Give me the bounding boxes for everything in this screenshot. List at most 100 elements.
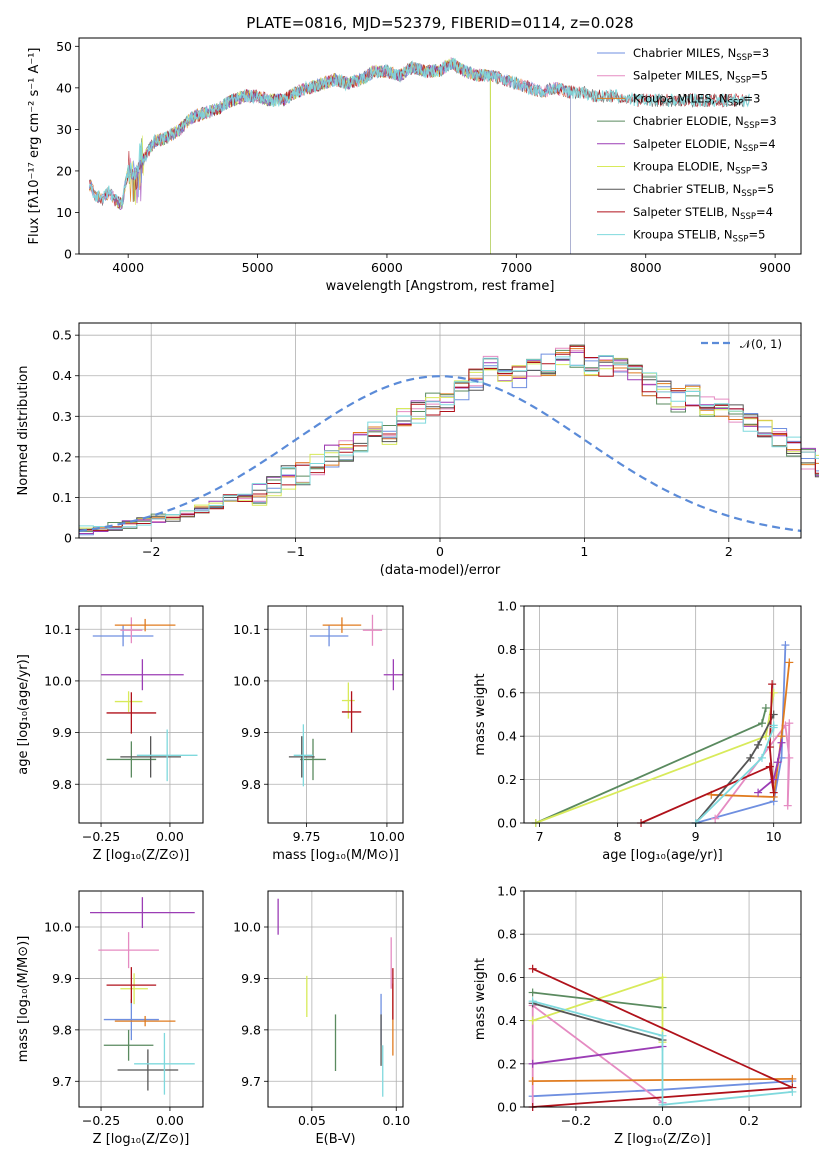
y-tick-label: 50 <box>56 39 72 54</box>
y-tick-label: 9.8 <box>241 777 261 792</box>
x-tick-label: −0.25 <box>82 1113 120 1128</box>
x-tick-label: 8 <box>614 829 622 844</box>
x-tick-label: 1 <box>580 544 588 559</box>
y-axis-label: age [log₁₀(age/yr)] <box>16 654 31 775</box>
weight-series-line <box>532 991 663 1009</box>
x-tick-label: 0.00 <box>156 829 184 844</box>
weight-series-line <box>757 742 783 794</box>
mass-vs-metallicity-panel: −0.25 0.00 9.7 9.8 9.9 10.0 Z [log₁₀(Z/Z⊙)] mas… <box>16 890 204 1147</box>
y-tick-label: 0.6 <box>497 970 517 985</box>
x-tick-label: 0 <box>436 544 444 559</box>
y-axis-label: Normed distribution <box>16 366 31 496</box>
x-axis-label: E(B-V) <box>315 1132 355 1147</box>
legend-label: 𝒩(0, 1) <box>740 337 782 351</box>
y-tick-label: 0.1 <box>52 490 72 505</box>
y-axis-label: Flux [fλ10⁻¹⁷ erg cm⁻² s⁻¹ A⁻¹] <box>27 48 42 245</box>
plot-frame <box>78 37 802 255</box>
y-tick-label: 0.3 <box>52 409 72 424</box>
y-tick-label: 0.4 <box>497 729 517 744</box>
y-tick-label: 9.8 <box>241 1022 261 1037</box>
y-tick-label: 20 <box>56 163 72 178</box>
legend-label: Salpeter STELIB, NSSP=4 <box>633 205 773 222</box>
histogram-series <box>78 351 819 535</box>
mass-vs-extinction-panel: 0.05 0.10 9.7 9.8 9.9 10.0 E(B-V) <box>233 890 410 1147</box>
plot-frame <box>78 890 204 1108</box>
spectrum-series-line <box>89 58 571 254</box>
y-tick-label: 0.5 <box>52 328 72 343</box>
y-tick-label: 0 <box>64 531 72 546</box>
y-tick-label: 0.0 <box>497 816 517 831</box>
y-tick-label: 0.6 <box>497 685 517 700</box>
x-tick-label: 7000 <box>500 260 532 275</box>
y-tick-label: 9.7 <box>241 1074 261 1089</box>
weight-series-line <box>532 1000 793 1106</box>
y-tick-label: 9.7 <box>52 1074 72 1089</box>
residual-histogram-panel: −2 −1 0 1 2 0 0.1 0.2 0.3 0.4 0.5 (data-model)/erro… <box>16 322 819 578</box>
x-axis-label: Z [log₁₀(Z/Z⊙)] <box>93 848 190 863</box>
y-tick-label: 0 <box>64 247 72 262</box>
weight-series-line <box>714 723 791 820</box>
x-tick-label: 0.00 <box>156 1113 184 1128</box>
y-axis-label: mass [log₁₀(M/M⊙)] <box>16 936 31 1063</box>
x-tick-label: 10.00 <box>369 829 405 844</box>
y-tick-label: 40 <box>56 80 72 95</box>
weight-series-line <box>532 976 664 1043</box>
y-tick-label: 10 <box>56 205 72 220</box>
normal-reference-curve <box>78 375 802 532</box>
y-tick-label: 10.0 <box>233 673 261 688</box>
weight-series-line <box>711 662 791 798</box>
legend-label: Chabrier MILES, NSSP=3 <box>633 46 769 63</box>
y-tick-label: 0.2 <box>497 772 517 787</box>
spectrum-legend: Chabrier MILES, NSSP=3 Salpeter MILES, NS… <box>597 46 777 245</box>
legend-label: Kroupa ELODIE, NSSP=3 <box>633 160 768 177</box>
x-tick-label: −1 <box>286 544 304 559</box>
histogram-series <box>78 344 819 531</box>
plot-frame <box>523 605 802 824</box>
histogram-series <box>78 345 819 531</box>
y-tick-label: 30 <box>56 122 72 137</box>
x-tick-label: 2 <box>725 544 733 559</box>
x-tick-label: 9000 <box>759 260 791 275</box>
legend-label: Kroupa STELIB, NSSP=5 <box>633 228 765 245</box>
x-tick-label: 0.2 <box>739 1113 759 1128</box>
weight-vs-age-panel: 7 8 9 10 0.0 0.2 0.4 0.6 0.8 1.0 age [log₁₀(age/yr… <box>473 599 802 863</box>
legend-label: Kroupa MILES, NSSP=3 <box>633 91 760 108</box>
x-axis-label: wavelength [Angstrom, rest frame] <box>326 279 555 294</box>
spectrum-series-line <box>88 57 750 206</box>
weight-series-line <box>695 714 775 824</box>
x-tick-label: 0.10 <box>382 1113 410 1128</box>
y-tick-label: 0.2 <box>497 1056 517 1071</box>
weight-series-line <box>532 1002 663 1041</box>
spectrum-series-line <box>89 58 571 254</box>
y-tick-label: 9.9 <box>241 725 261 740</box>
y-tick-label: 9.9 <box>52 725 72 740</box>
y-tick-label: 10.0 <box>44 673 72 688</box>
x-axis-label: Z [log₁₀(Z/Z⊙)] <box>93 1132 190 1147</box>
histogram-series <box>78 355 819 530</box>
y-tick-label: 10.1 <box>233 622 261 637</box>
x-axis-label: Z [log₁₀(Z/Z⊙)] <box>614 1132 711 1147</box>
legend-label: Salpeter MILES, NSSP=5 <box>633 69 768 86</box>
y-tick-label: 10.1 <box>44 622 72 637</box>
y-axis-label: mass weight <box>473 958 488 1040</box>
x-tick-label: 8000 <box>630 260 662 275</box>
histogram-series <box>78 345 819 531</box>
legend-label: Salpeter ELODIE, NSSP=4 <box>633 137 776 154</box>
spectrum-panel: 4000 5000 6000 7000 8000 9000 0 10 20 30 40 50 wavel… <box>27 37 802 294</box>
x-tick-label: −0.2 <box>561 1113 591 1128</box>
x-tick-label: 5000 <box>242 260 274 275</box>
weight-series-line <box>535 707 767 824</box>
figure-title: PLATE=0816, MJD=52379, FIBERID=0114, z=0… <box>246 14 633 32</box>
y-tick-label: 9.9 <box>52 971 72 986</box>
x-tick-label: 0.0 <box>653 1113 673 1128</box>
y-tick-label: 9.8 <box>52 1022 72 1037</box>
x-axis-label: age [log₁₀(age/yr)] <box>602 848 723 863</box>
age-vs-mass-panel: 9.75 10.00 9.8 9.9 10.0 10.1 mass [log₁₀(M/M⊙)… <box>233 605 405 863</box>
y-tick-label: 0.8 <box>497 642 517 657</box>
x-tick-label: −2 <box>142 544 160 559</box>
y-tick-label: 9.8 <box>52 777 72 792</box>
x-tick-label: 9.75 <box>293 829 321 844</box>
legend-label: Chabrier ELODIE, NSSP=3 <box>633 114 777 131</box>
y-tick-label: 1.0 <box>497 599 517 614</box>
x-axis-label: (data-model)/error <box>380 563 501 578</box>
